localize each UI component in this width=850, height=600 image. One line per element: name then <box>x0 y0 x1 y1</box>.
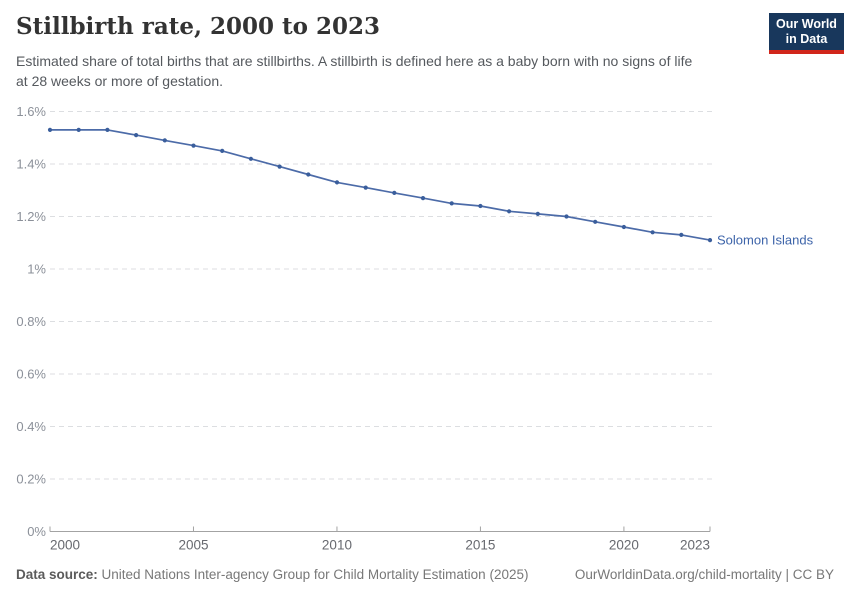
chart-subtitle-line1: Estimated share of total births that are… <box>16 53 693 69</box>
data-point <box>334 180 340 185</box>
x-tick-label: 2010 <box>322 538 352 553</box>
y-tick-label: 0% <box>27 524 46 539</box>
data-point <box>507 209 512 214</box>
data-point <box>449 201 454 206</box>
y-tick-label: 1.6% <box>16 104 46 119</box>
data-point <box>220 148 225 153</box>
data-point <box>621 224 627 230</box>
x-tick-label: 2005 <box>178 538 208 553</box>
x-tick-label: 2000 <box>50 538 80 553</box>
y-tick-label: 0.2% <box>16 472 46 487</box>
chart-title: Stillbirth rate, 2000 to 2023 <box>16 13 381 40</box>
data-point <box>47 127 53 132</box>
x-tick-label: 2020 <box>609 538 639 553</box>
data-point <box>306 172 311 177</box>
data-point <box>191 143 196 148</box>
data-line <box>50 129 711 241</box>
chart-subtitle: Estimated share of total births that are… <box>16 52 692 91</box>
data-point <box>248 156 253 161</box>
data-point <box>363 185 368 190</box>
data-point <box>478 203 483 209</box>
data-point <box>707 238 713 243</box>
data-point <box>392 190 397 195</box>
data-point <box>679 232 684 237</box>
data-point <box>105 127 110 132</box>
y-tick-label: 0.6% <box>16 367 46 382</box>
x-tick-label: 2023 <box>680 538 710 553</box>
y-tick-label: 1.4% <box>16 157 46 172</box>
x-tick-label: 2015 <box>465 538 495 553</box>
data-point <box>134 133 139 138</box>
data-point <box>420 196 426 201</box>
data-point <box>76 127 81 132</box>
chart-subtitle-line2: at 28 weeks or more of gestation. <box>16 72 223 89</box>
data-source-text: United Nations Inter-agency Group for Ch… <box>97 567 529 582</box>
data-point <box>650 230 655 235</box>
owid-logo-line2: in Data <box>785 32 828 46</box>
y-tick-label: 1% <box>27 262 46 277</box>
chart-footer: Data source: United Nations Inter-agency… <box>16 567 834 582</box>
owid-link[interactable]: OurWorldinData.org/child-mortality | CC … <box>574 567 834 582</box>
data-point <box>564 214 569 219</box>
y-tick-label: 0.4% <box>16 419 46 434</box>
data-source-label: Data source: <box>16 567 98 582</box>
owid-logo-line1: Our World <box>776 17 837 31</box>
data-point <box>535 211 540 216</box>
data-source: Data source: United Nations Inter-agency… <box>16 567 528 582</box>
entity-label: Solomon Islands <box>717 233 814 248</box>
owid-logo[interactable]: Our World in Data <box>769 13 844 54</box>
data-point <box>593 219 598 224</box>
y-tick-label: 1.2% <box>16 209 46 224</box>
data-point <box>277 164 282 169</box>
y-tick-label: 0.8% <box>16 314 46 329</box>
data-point <box>162 138 167 143</box>
